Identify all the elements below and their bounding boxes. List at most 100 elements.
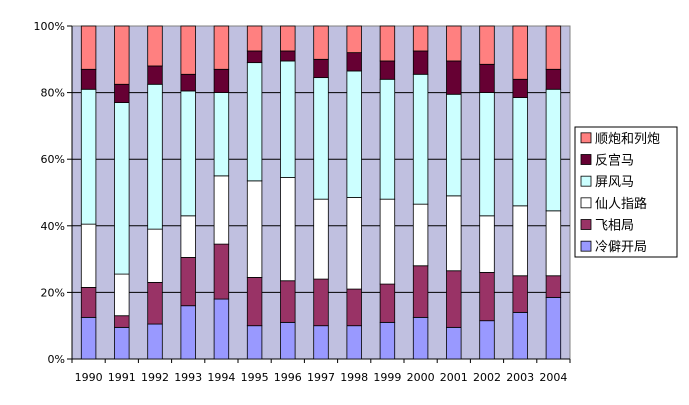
bar-segment [379, 78, 396, 200]
x-tick-label: 1994 [207, 371, 235, 384]
bar-segment [280, 50, 296, 62]
bar-segment [346, 288, 362, 327]
x-tick-label: 1998 [340, 371, 368, 384]
bar-segment [346, 52, 362, 72]
bar-segment [545, 296, 562, 360]
bar-segment [114, 326, 130, 360]
bar-segment [545, 25, 562, 70]
legend-swatch [580, 197, 592, 209]
legend-label: 顺炮和列炮 [595, 132, 660, 147]
x-tick-label: 1992 [141, 371, 169, 384]
bar-segment [512, 78, 528, 98]
x-tick-label: 1991 [108, 371, 136, 384]
bar-segment [246, 180, 263, 278]
bar-segment [379, 60, 396, 80]
bar-segment [512, 97, 528, 207]
bar-segment [280, 321, 296, 360]
bar-segment [412, 203, 429, 267]
bar-segment [213, 92, 230, 177]
bar-segment [114, 25, 130, 85]
bar-segment [512, 275, 528, 313]
bar-segment [412, 265, 429, 318]
bar-segment [180, 73, 196, 92]
bar-segment [280, 60, 296, 178]
legend-label: 仙人指路 [595, 196, 647, 212]
bar-segment [512, 25, 528, 80]
x-tick-label: 2001 [440, 371, 468, 384]
bar-segment [313, 58, 329, 79]
bar-segment [147, 25, 163, 67]
bar-segment [412, 73, 429, 205]
bar-segment [545, 210, 562, 277]
x-tick-label: 2002 [473, 371, 501, 384]
bar-segment [313, 325, 329, 360]
bar-segment [280, 25, 296, 52]
bar-segment [246, 277, 263, 327]
bar-segment [280, 280, 296, 323]
bar-segment [80, 88, 97, 225]
x-tick-label: 2003 [506, 371, 534, 384]
y-tick-label: 40% [41, 220, 65, 233]
legend-swatch [580, 175, 592, 187]
bar-segment [246, 25, 263, 52]
bar-segment [147, 282, 163, 325]
bar-segment [412, 50, 429, 75]
bar-segment [246, 325, 263, 360]
bar-segment [545, 275, 562, 298]
legend-label: 反宫马 [595, 154, 634, 169]
bar-segment [213, 298, 230, 360]
x-tick-label: 2000 [407, 371, 435, 384]
y-tick-label: 100% [34, 20, 65, 33]
bar-segment [446, 326, 462, 360]
bar-segment [545, 68, 562, 90]
bar-segment [114, 102, 130, 275]
bar-segment [180, 257, 196, 307]
bar-segment [213, 25, 230, 70]
x-tick-label: 1999 [373, 371, 401, 384]
bar-segment [147, 323, 163, 360]
bar-segment [479, 272, 495, 322]
x-tick-label: 1997 [307, 371, 335, 384]
bar-segment [147, 83, 163, 230]
bar-segment [147, 65, 163, 85]
y-tick-label: 0% [48, 353, 65, 366]
bar-segment [114, 315, 130, 328]
bar-segment [479, 25, 495, 65]
legend-label: 屏风马 [595, 175, 634, 190]
bar-segment [479, 320, 495, 360]
bar-segment [346, 25, 362, 54]
legend-swatch [580, 132, 592, 144]
x-tick-label: 1993 [174, 371, 202, 384]
bar-segment [446, 60, 462, 95]
x-tick-label: 1996 [274, 371, 302, 384]
y-tick-label: 60% [41, 153, 65, 166]
bar-segment [246, 62, 263, 182]
bar-segment [80, 68, 97, 90]
bar-segment [446, 93, 462, 197]
bar-segment [80, 223, 97, 288]
y-tick-label: 80% [41, 87, 65, 100]
legend [574, 126, 678, 258]
bar-segment [114, 273, 130, 317]
bar-segment [313, 25, 329, 60]
bar-segment [379, 283, 396, 323]
y-tick-label: 20% [41, 286, 65, 299]
bar-segment [346, 197, 362, 290]
bar-segment [313, 278, 329, 327]
bar-segment [446, 195, 462, 272]
bar-segment [379, 198, 396, 285]
bar-segment [246, 50, 263, 64]
bar-segment [180, 90, 196, 217]
bar-segment [512, 311, 528, 360]
bar-segment [479, 63, 495, 93]
bar-segment [313, 77, 329, 200]
bar-segment [446, 25, 462, 62]
legend-swatch [580, 154, 592, 165]
bar-segment [346, 70, 362, 198]
legend-label: 冷僻开局 [595, 240, 647, 255]
bar-segment [379, 25, 396, 62]
bar-segment [180, 215, 196, 258]
bar-segment [147, 228, 163, 283]
